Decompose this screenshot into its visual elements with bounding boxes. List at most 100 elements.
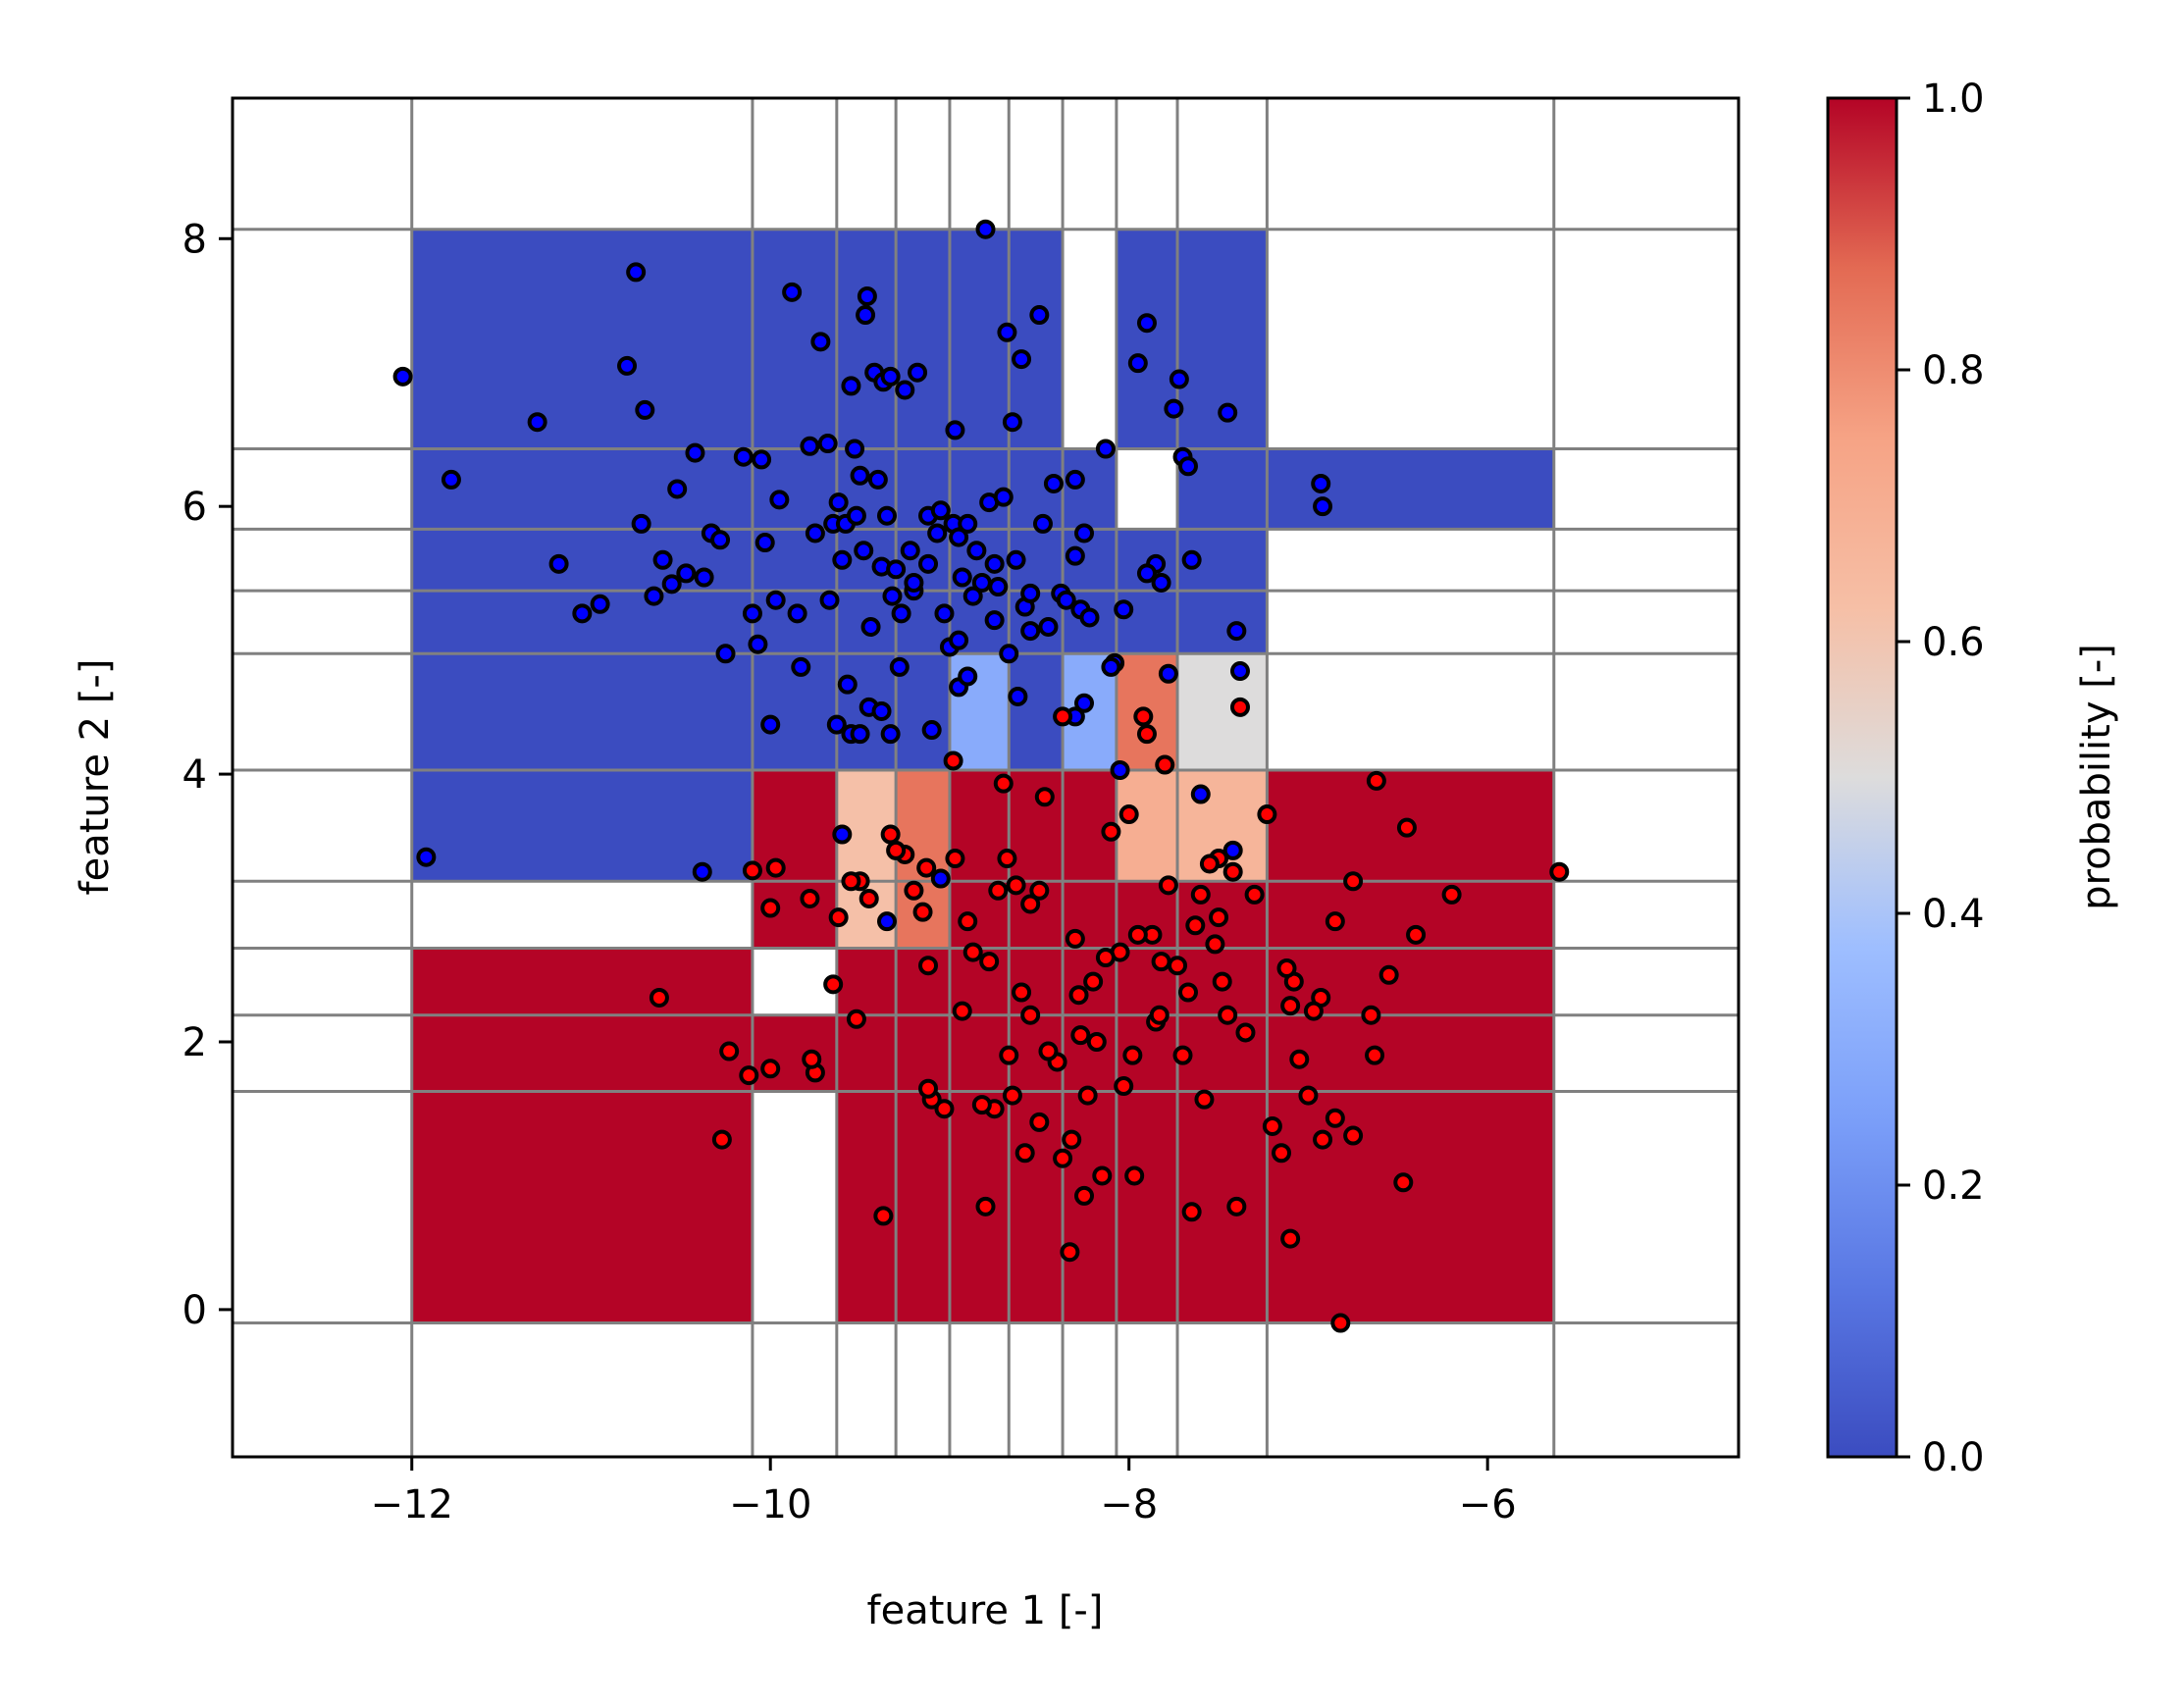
class-1-point: [711, 1129, 732, 1150]
class-0-point: [984, 553, 1005, 574]
class-0-point: [1177, 456, 1198, 477]
colorbar-gradient: [1826, 96, 1898, 1459]
data-points: [392, 219, 1570, 1333]
class-0-point: [1127, 353, 1148, 374]
class-1-point: [1393, 1172, 1414, 1193]
class-0-point: [1020, 583, 1041, 603]
class-1-point: [958, 911, 978, 932]
class-1-point: [1366, 770, 1386, 791]
class-0-point: [988, 577, 1009, 597]
class-0-point: [1095, 439, 1116, 459]
probability-cell: [1177, 591, 1268, 654]
colorbar-tick-label: 0.4: [1922, 892, 1985, 937]
class-0-point: [857, 285, 877, 306]
class-1-point: [1083, 971, 1104, 992]
class-1-point: [1053, 1148, 1073, 1168]
class-1-point: [1124, 1165, 1145, 1186]
class-1-point: [1077, 1085, 1098, 1106]
class-1-point: [1012, 982, 1032, 1003]
class-1-point: [1199, 854, 1220, 874]
class-0-point: [1020, 621, 1041, 642]
class-0-point: [748, 634, 768, 654]
class-1-point: [988, 880, 1009, 901]
probability-cell: [836, 1014, 897, 1092]
class-0-point: [1158, 663, 1178, 684]
probability-cell: [752, 1014, 837, 1092]
class-1-point: [904, 880, 924, 901]
class-0-point: [860, 616, 881, 637]
probability-cell: [411, 769, 753, 882]
class-0-point: [845, 439, 865, 459]
class-0-point: [715, 644, 736, 664]
class-0-point: [685, 442, 705, 463]
class-0-point: [1079, 607, 1100, 628]
class-1-point: [1068, 985, 1089, 1006]
class-1-point: [1218, 1005, 1238, 1025]
class-1-point: [1212, 971, 1232, 992]
class-1-point: [1172, 1045, 1193, 1065]
class-0-point: [984, 610, 1005, 631]
class-1-point: [1092, 1165, 1113, 1186]
y-tick-label: 0: [182, 1288, 207, 1333]
class-1-point: [1280, 996, 1301, 1016]
class-1-point: [916, 857, 937, 878]
x-tick-label: −10: [729, 1482, 811, 1527]
class-1-point: [719, 1041, 740, 1061]
class-0-point: [572, 603, 593, 624]
y-tick-label: 4: [182, 752, 207, 798]
class-1-point: [1262, 1115, 1282, 1136]
probability-cell: [411, 948, 753, 1015]
class-0-point: [652, 549, 673, 570]
class-0-point: [993, 487, 1014, 507]
class-0-point: [765, 590, 786, 610]
class-0-point: [754, 533, 775, 553]
class-0-point: [1065, 469, 1085, 490]
class-0-point: [548, 553, 569, 574]
class-1-point: [760, 898, 781, 918]
class-0-point: [817, 434, 838, 454]
class-0-point: [876, 911, 897, 932]
class-1-point: [1298, 1085, 1319, 1106]
class-1-point: [1325, 1108, 1345, 1128]
class-1-point: [918, 1078, 939, 1099]
class-1-point: [1361, 1005, 1381, 1025]
class-0-point: [1169, 369, 1189, 389]
class-1-point: [1127, 924, 1148, 945]
probability-cell: [1063, 1014, 1117, 1092]
class-0-point: [850, 724, 870, 745]
class-0-point: [694, 567, 714, 588]
class-1-point: [952, 1001, 972, 1021]
class-1-point: [739, 1065, 759, 1086]
class-1-point: [649, 987, 669, 1008]
class-1-point: [1325, 911, 1345, 932]
class-1-point: [1034, 787, 1055, 807]
probability-cell: [411, 229, 753, 449]
class-0-point: [527, 412, 547, 433]
class-0-point: [590, 594, 610, 614]
class-1-point: [1313, 1129, 1333, 1150]
colorbar-label: probability [-]: [2074, 644, 2119, 910]
class-0-point: [1136, 313, 1157, 334]
class-1-point: [1190, 884, 1211, 905]
class-0-point: [832, 549, 853, 570]
class-0-point: [1226, 621, 1247, 642]
class-1-point: [1118, 804, 1139, 825]
colorbar-tick-label: 0.6: [1922, 620, 1985, 665]
class-0-point: [692, 861, 712, 882]
class-0-point: [1136, 563, 1157, 584]
class-1-point: [999, 1045, 1019, 1065]
class-0-point: [1008, 686, 1028, 706]
class-1-point: [1378, 964, 1399, 985]
class-0-point: [1006, 549, 1026, 570]
class-1-point: [1205, 934, 1225, 955]
partition-gridlines: [233, 98, 1739, 1457]
x-tick-label: −12: [371, 1482, 453, 1527]
class-1-point: [1226, 1196, 1247, 1216]
class-0-point: [800, 436, 820, 456]
class-0-point: [930, 868, 951, 889]
class-1-point: [1177, 982, 1198, 1003]
class-1-point: [918, 956, 939, 976]
class-0-point: [927, 523, 948, 543]
colorbar-tick-label: 0.0: [1922, 1435, 1985, 1480]
probability-cell: [1267, 448, 1554, 530]
